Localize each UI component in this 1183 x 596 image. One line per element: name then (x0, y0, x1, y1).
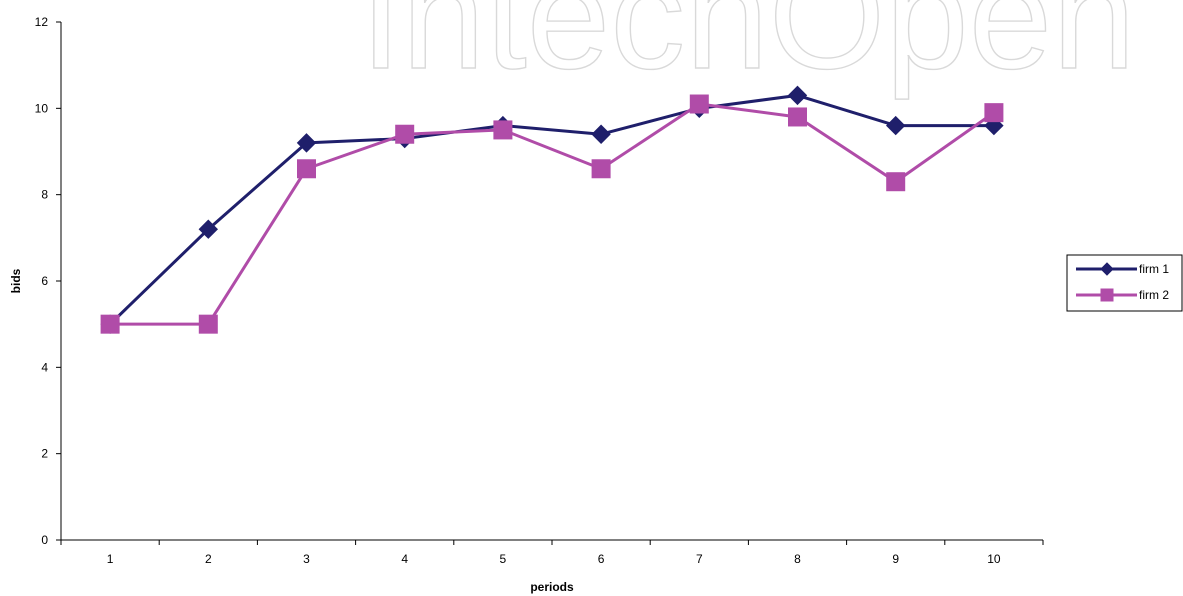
x-tick-label: 7 (696, 552, 703, 566)
legend-marker-firm-2 (1100, 288, 1114, 302)
data-point-firm-2 (591, 159, 611, 179)
series-firm-1 (100, 85, 1004, 334)
series-layer (100, 85, 1004, 334)
y-tick-label: 10 (35, 101, 49, 115)
x-tick-label: 2 (205, 552, 212, 566)
legend-label-firm-1: firm 1 (1139, 262, 1169, 276)
data-point-firm-1 (591, 124, 611, 144)
watermark-logo: IntechOpen (360, 0, 1136, 100)
data-point-firm-2 (984, 103, 1004, 123)
data-point-firm-1 (198, 219, 219, 239)
y-tick-label: 0 (41, 533, 48, 547)
data-point-firm-2 (788, 107, 807, 127)
data-point-firm-1 (885, 115, 906, 136)
series-line-firm-2 (110, 102, 995, 326)
y-tick-label: 6 (41, 274, 48, 288)
x-tick-label: 6 (598, 552, 605, 566)
legend-label-firm-2: firm 2 (1139, 288, 1169, 302)
x-tick-label: 3 (303, 552, 310, 566)
x-tick-label: 4 (401, 552, 408, 566)
legend: firm 1 firm 2 (1066, 254, 1183, 312)
legend-marker-firm-1 (1100, 262, 1114, 276)
data-point-firm-2 (886, 172, 906, 192)
series-line-firm-1 (109, 93, 994, 326)
data-point-firm-2 (100, 314, 120, 334)
y-tick-label: 12 (35, 15, 49, 29)
y-tick-label: 4 (41, 360, 48, 374)
legend-box (1066, 254, 1183, 312)
data-point-firm-1 (787, 85, 808, 106)
data-point-firm-2 (395, 124, 415, 144)
x-tick-label: 8 (794, 552, 801, 566)
data-point-firm-2 (198, 314, 218, 334)
x-tick-label: 9 (892, 552, 899, 566)
y-axis-title: bids (9, 268, 23, 293)
data-point-firm-2 (493, 120, 513, 140)
y-tick-label: 8 (41, 188, 48, 202)
x-tick-label: 10 (987, 552, 1001, 566)
series-firm-2 (100, 94, 1004, 334)
x-axis-title: periods (530, 580, 574, 594)
x-tick-label: 5 (500, 552, 507, 566)
y-tick-label: 2 (41, 447, 48, 461)
data-point-firm-2 (689, 94, 709, 114)
data-point-firm-2 (297, 159, 316, 179)
data-point-firm-1 (296, 133, 317, 153)
x-tick-label: 1 (107, 552, 114, 566)
